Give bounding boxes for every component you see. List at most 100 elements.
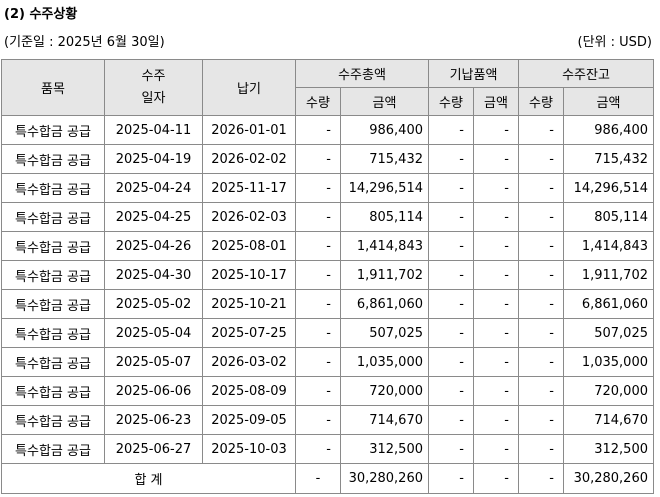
cell-amount-order: 805,114 xyxy=(340,202,429,232)
cell-item: 특수합금 공급 xyxy=(1,260,105,290)
cell-qty-order: - xyxy=(295,405,341,435)
cell-order-date: 2025-05-02 xyxy=(104,289,203,319)
cell-amount-order: 507,025 xyxy=(340,318,429,348)
total-amount-delivered: - xyxy=(473,463,519,494)
header-order-total: 수주총액 xyxy=(295,59,429,88)
total-qty-order: - xyxy=(295,463,341,494)
cell-amount-delivered: - xyxy=(473,289,519,319)
header-delivery: 납기 xyxy=(202,59,296,116)
table-body: 특수합금 공급 2025-04-11 2026-01-01-986,400- - -98… xyxy=(1,115,654,464)
cell-qty-delivered: - xyxy=(428,289,474,319)
total-qty-delivered: - xyxy=(428,463,474,494)
table-row: 특수합금 공급 2025-04-30 2025-10-17-1,911,702- - -… xyxy=(1,260,654,290)
table-row: 특수합금 공급 2025-06-23 2025-09-05-714,670- - -71… xyxy=(1,405,654,435)
cell-qty-order: - xyxy=(295,318,341,348)
total-qty-backlog: - xyxy=(518,463,564,494)
total-amount-backlog: 30,280,260 xyxy=(563,463,654,494)
cell-item: 특수합금 공급 xyxy=(1,173,105,203)
cell-qty-backlog: - xyxy=(518,405,564,435)
cell-qty-backlog: - xyxy=(518,231,564,261)
cell-qty-order: - xyxy=(295,202,341,232)
cell-amount-delivered: - xyxy=(473,260,519,290)
cell-delivery: 2026-03-02 xyxy=(202,347,296,377)
table-row: 특수합금 공급 2025-04-24 2025-11-17-14,296,514- -… xyxy=(1,173,654,203)
cell-amount-backlog: 1,035,000 xyxy=(563,347,654,377)
cell-qty-delivered: - xyxy=(428,347,474,377)
header-delivered: 기납품액 xyxy=(428,59,519,88)
order-status-table: 품목 수주 일자 납기 수주총액 기납품액 수주잔고 수량 금액 수량 금액 수량… xyxy=(1,59,654,494)
cell-amount-order: 714,670 xyxy=(340,405,429,435)
cell-qty-order: - xyxy=(295,376,341,406)
cell-amount-order: 6,861,060 xyxy=(340,289,429,319)
header-backlog: 수주잔고 xyxy=(518,59,654,88)
cell-qty-backlog: - xyxy=(518,173,564,203)
basis-date: (기준일 : 2025년 6월 30일) xyxy=(4,35,165,50)
cell-amount-delivered: - xyxy=(473,173,519,203)
header-qty: 수량 xyxy=(428,87,474,116)
cell-delivery: 2026-02-03 xyxy=(202,202,296,232)
cell-delivery: 2025-10-03 xyxy=(202,434,296,464)
cell-order-date: 2025-04-24 xyxy=(104,173,203,203)
cell-qty-backlog: - xyxy=(518,115,564,145)
table-row: 특수합금 공급 2025-06-06 2025-08-09-720,000- - -72… xyxy=(1,376,654,406)
cell-amount-backlog: 986,400 xyxy=(563,115,654,145)
cell-item: 특수합금 공급 xyxy=(1,376,105,406)
cell-amount-order: 986,400 xyxy=(340,115,429,145)
cell-amount-delivered: - xyxy=(473,202,519,232)
cell-order-date: 2025-05-04 xyxy=(104,318,203,348)
cell-amount-backlog: 714,670 xyxy=(563,405,654,435)
cell-qty-order: - xyxy=(295,289,341,319)
cell-item: 특수합금 공급 xyxy=(1,289,105,319)
cell-amount-delivered: - xyxy=(473,115,519,145)
cell-order-date: 2025-06-23 xyxy=(104,405,203,435)
cell-item: 특수합금 공급 xyxy=(1,347,105,377)
cell-order-date: 2025-04-30 xyxy=(104,260,203,290)
cell-amount-delivered: - xyxy=(473,231,519,261)
cell-order-date: 2025-04-25 xyxy=(104,202,203,232)
cell-qty-delivered: - xyxy=(428,318,474,348)
cell-qty-backlog: - xyxy=(518,289,564,319)
cell-amount-backlog: 14,296,514 xyxy=(563,173,654,203)
cell-amount-backlog: 6,861,060 xyxy=(563,289,654,319)
cell-item: 특수합금 공급 xyxy=(1,144,105,174)
table-row: 특수합금 공급 2025-05-07 2026-03-02-1,035,000- - -… xyxy=(1,347,654,377)
cell-amount-delivered: - xyxy=(473,347,519,377)
header-qty: 수량 xyxy=(295,87,341,116)
cell-amount-backlog: 1,414,843 xyxy=(563,231,654,261)
unit-label: (단위 : USD) xyxy=(577,35,653,50)
cell-amount-delivered: - xyxy=(473,376,519,406)
cell-item: 특수합금 공급 xyxy=(1,434,105,464)
table-row: 특수합금 공급 2025-05-02 2025-10-21-6,861,060- - -… xyxy=(1,289,654,319)
table-row: 특수합금 공급 2025-06-27 2025-10-03-312,500- - -31… xyxy=(1,434,654,464)
header-amount: 금액 xyxy=(473,87,519,116)
cell-qty-order: - xyxy=(295,144,341,174)
table-row: 특수합금 공급 2025-04-25 2026-02-03-805,114- - -80… xyxy=(1,202,654,232)
cell-qty-order: - xyxy=(295,115,341,145)
cell-amount-backlog: 1,911,702 xyxy=(563,260,654,290)
cell-qty-order: - xyxy=(295,434,341,464)
cell-order-date: 2025-04-26 xyxy=(104,231,203,261)
cell-qty-backlog: - xyxy=(518,318,564,348)
table-row: 특수합금 공급 2025-05-04 2025-07-25-507,025- - -50… xyxy=(1,318,654,348)
cell-qty-delivered: - xyxy=(428,115,474,145)
cell-delivery: 2025-11-17 xyxy=(202,173,296,203)
cell-order-date: 2025-06-06 xyxy=(104,376,203,406)
total-amount-order: 30,280,260 xyxy=(340,463,429,494)
cell-amount-order: 1,911,702 xyxy=(340,260,429,290)
cell-qty-delivered: - xyxy=(428,231,474,261)
cell-amount-order: 720,000 xyxy=(340,376,429,406)
cell-item: 특수합금 공급 xyxy=(1,318,105,348)
header-amount: 금액 xyxy=(563,87,654,116)
cell-qty-backlog: - xyxy=(518,434,564,464)
cell-amount-order: 1,035,000 xyxy=(340,347,429,377)
cell-amount-backlog: 805,114 xyxy=(563,202,654,232)
cell-qty-delivered: - xyxy=(428,405,474,435)
cell-qty-delivered: - xyxy=(428,434,474,464)
cell-order-date: 2025-04-11 xyxy=(104,115,203,145)
table-row: 특수합금 공급 2025-04-19 2026-02-02-715,432- - -71… xyxy=(1,144,654,174)
cell-delivery: 2025-10-21 xyxy=(202,289,296,319)
cell-qty-backlog: - xyxy=(518,347,564,377)
cell-amount-order: 312,500 xyxy=(340,434,429,464)
cell-amount-order: 1,414,843 xyxy=(340,231,429,261)
cell-qty-backlog: - xyxy=(518,260,564,290)
